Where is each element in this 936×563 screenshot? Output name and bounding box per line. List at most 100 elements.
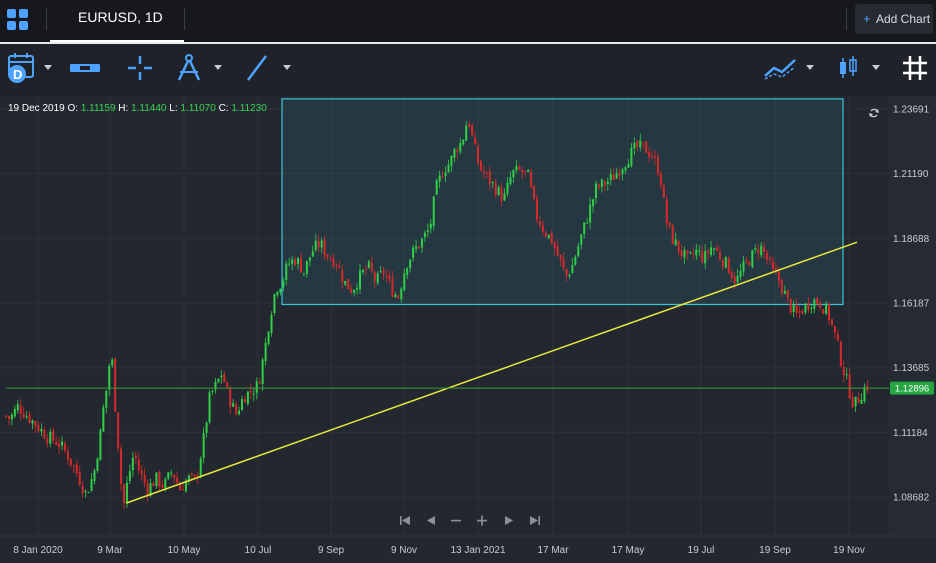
calendar-d-icon[interactable]: D	[6, 52, 38, 84]
candle-body	[423, 232, 426, 238]
candle-body	[276, 291, 279, 296]
compass-icon[interactable]	[174, 52, 204, 84]
candle-body	[836, 333, 839, 341]
candle-body	[571, 264, 574, 274]
rectangle-drawing[interactable]	[281, 98, 844, 306]
candle-body	[863, 386, 866, 402]
plus-icon: +	[863, 11, 871, 26]
top-tab-bar: EURUSD, 1D + Add Chart	[0, 0, 936, 42]
candle-body	[19, 405, 22, 414]
y-tick-label: 1.18688	[893, 234, 930, 245]
candle-body	[199, 458, 202, 478]
candle-body	[839, 341, 842, 367]
indicator-dropdown-icon[interactable]	[806, 65, 814, 70]
candle-body	[403, 273, 406, 291]
candle-body	[695, 249, 698, 256]
candle-body	[574, 256, 577, 265]
candle-body	[580, 234, 583, 245]
candle-body	[857, 397, 860, 403]
candle-body	[267, 331, 270, 344]
candle-body	[713, 248, 715, 250]
candle-body	[235, 404, 238, 415]
zoom-out-icon[interactable]	[451, 519, 461, 522]
candle-body	[465, 125, 468, 141]
candle-body	[772, 261, 774, 269]
candle-body	[314, 240, 317, 251]
candle-body	[683, 250, 686, 258]
candle-body	[134, 455, 137, 459]
candle-body	[294, 259, 297, 265]
ohlc-high-value: 1.11440	[131, 103, 167, 114]
next-icon[interactable]	[505, 516, 513, 525]
candle-body	[533, 185, 536, 199]
go-end-icon[interactable]	[530, 516, 540, 525]
crosshair-icon[interactable]	[126, 52, 154, 84]
candle-body	[217, 378, 220, 383]
candle-body	[46, 438, 49, 443]
candle-body	[22, 413, 25, 418]
current-price-badge: 1.12896	[890, 381, 934, 395]
tab-eurusd[interactable]: EURUSD, 1D	[50, 0, 184, 42]
refresh-icon[interactable]	[869, 108, 879, 118]
candle-body	[143, 474, 146, 483]
prev-icon[interactable]	[427, 516, 435, 525]
candle-body	[364, 269, 367, 271]
candle-body	[66, 451, 69, 461]
candle-body	[385, 275, 388, 277]
candle-body	[730, 271, 733, 279]
candle-body	[288, 263, 291, 265]
candle-body	[300, 258, 302, 273]
candle-body	[373, 272, 376, 282]
candle-body	[335, 264, 338, 267]
candle-body	[648, 152, 651, 158]
compass-dropdown-icon[interactable]	[214, 65, 222, 70]
zoom-in-icon[interactable]	[477, 515, 487, 526]
candle-body	[654, 156, 656, 158]
candle-body	[662, 185, 665, 198]
candle-body	[748, 261, 751, 266]
candle-body	[426, 230, 429, 232]
y-tick-label: 1.08682	[893, 493, 930, 504]
candle-body	[825, 303, 828, 314]
indicator-icon[interactable]	[762, 52, 798, 84]
tab-separator	[46, 8, 47, 30]
candle-body	[193, 474, 196, 477]
layout-grid-icon[interactable]	[6, 8, 30, 32]
go-start-icon[interactable]	[400, 516, 410, 525]
candle-body	[55, 441, 58, 445]
candle-body	[320, 240, 323, 248]
x-tick-label: 9 Nov	[391, 545, 417, 556]
candle-body	[766, 253, 769, 260]
candle-body	[37, 424, 40, 432]
y-tick-label: 1.23691	[893, 104, 930, 115]
candlestick-icon[interactable]	[836, 52, 860, 84]
candle-body	[341, 269, 344, 283]
chart-type-dropdown-icon[interactable]	[872, 65, 880, 70]
add-chart-button[interactable]: + Add Chart	[855, 4, 933, 34]
trendline-drawing[interactable]	[125, 241, 858, 504]
candle-body	[627, 164, 630, 168]
candle-body	[182, 489, 184, 491]
ohlc-low-label: L:	[169, 103, 178, 114]
grid-icon[interactable]	[900, 52, 930, 84]
candle-body	[742, 261, 745, 272]
candle-body	[179, 484, 182, 491]
candle-body	[64, 443, 66, 451]
candle-body	[692, 253, 695, 255]
calendar-dropdown-icon[interactable]	[44, 65, 52, 70]
candle-body	[49, 431, 52, 444]
price-axis-panel[interactable]	[889, 96, 936, 536]
candle-body	[736, 275, 739, 283]
candle-body	[707, 250, 710, 254]
x-tick-label: 19 Jul	[688, 545, 715, 556]
candle-body	[273, 294, 276, 314]
line-dropdown-icon[interactable]	[283, 65, 291, 70]
candle-body	[479, 160, 482, 171]
price-chart[interactable]: 1.23691 1.21190 1.18688 1.16187 1.13685 1.111…	[0, 96, 936, 563]
candle-body	[798, 311, 801, 313]
candle-body	[40, 428, 43, 432]
candle-body	[760, 245, 763, 256]
line-draw-icon[interactable]	[244, 52, 270, 84]
candle-body	[474, 137, 477, 145]
range-icon[interactable]	[68, 52, 102, 84]
